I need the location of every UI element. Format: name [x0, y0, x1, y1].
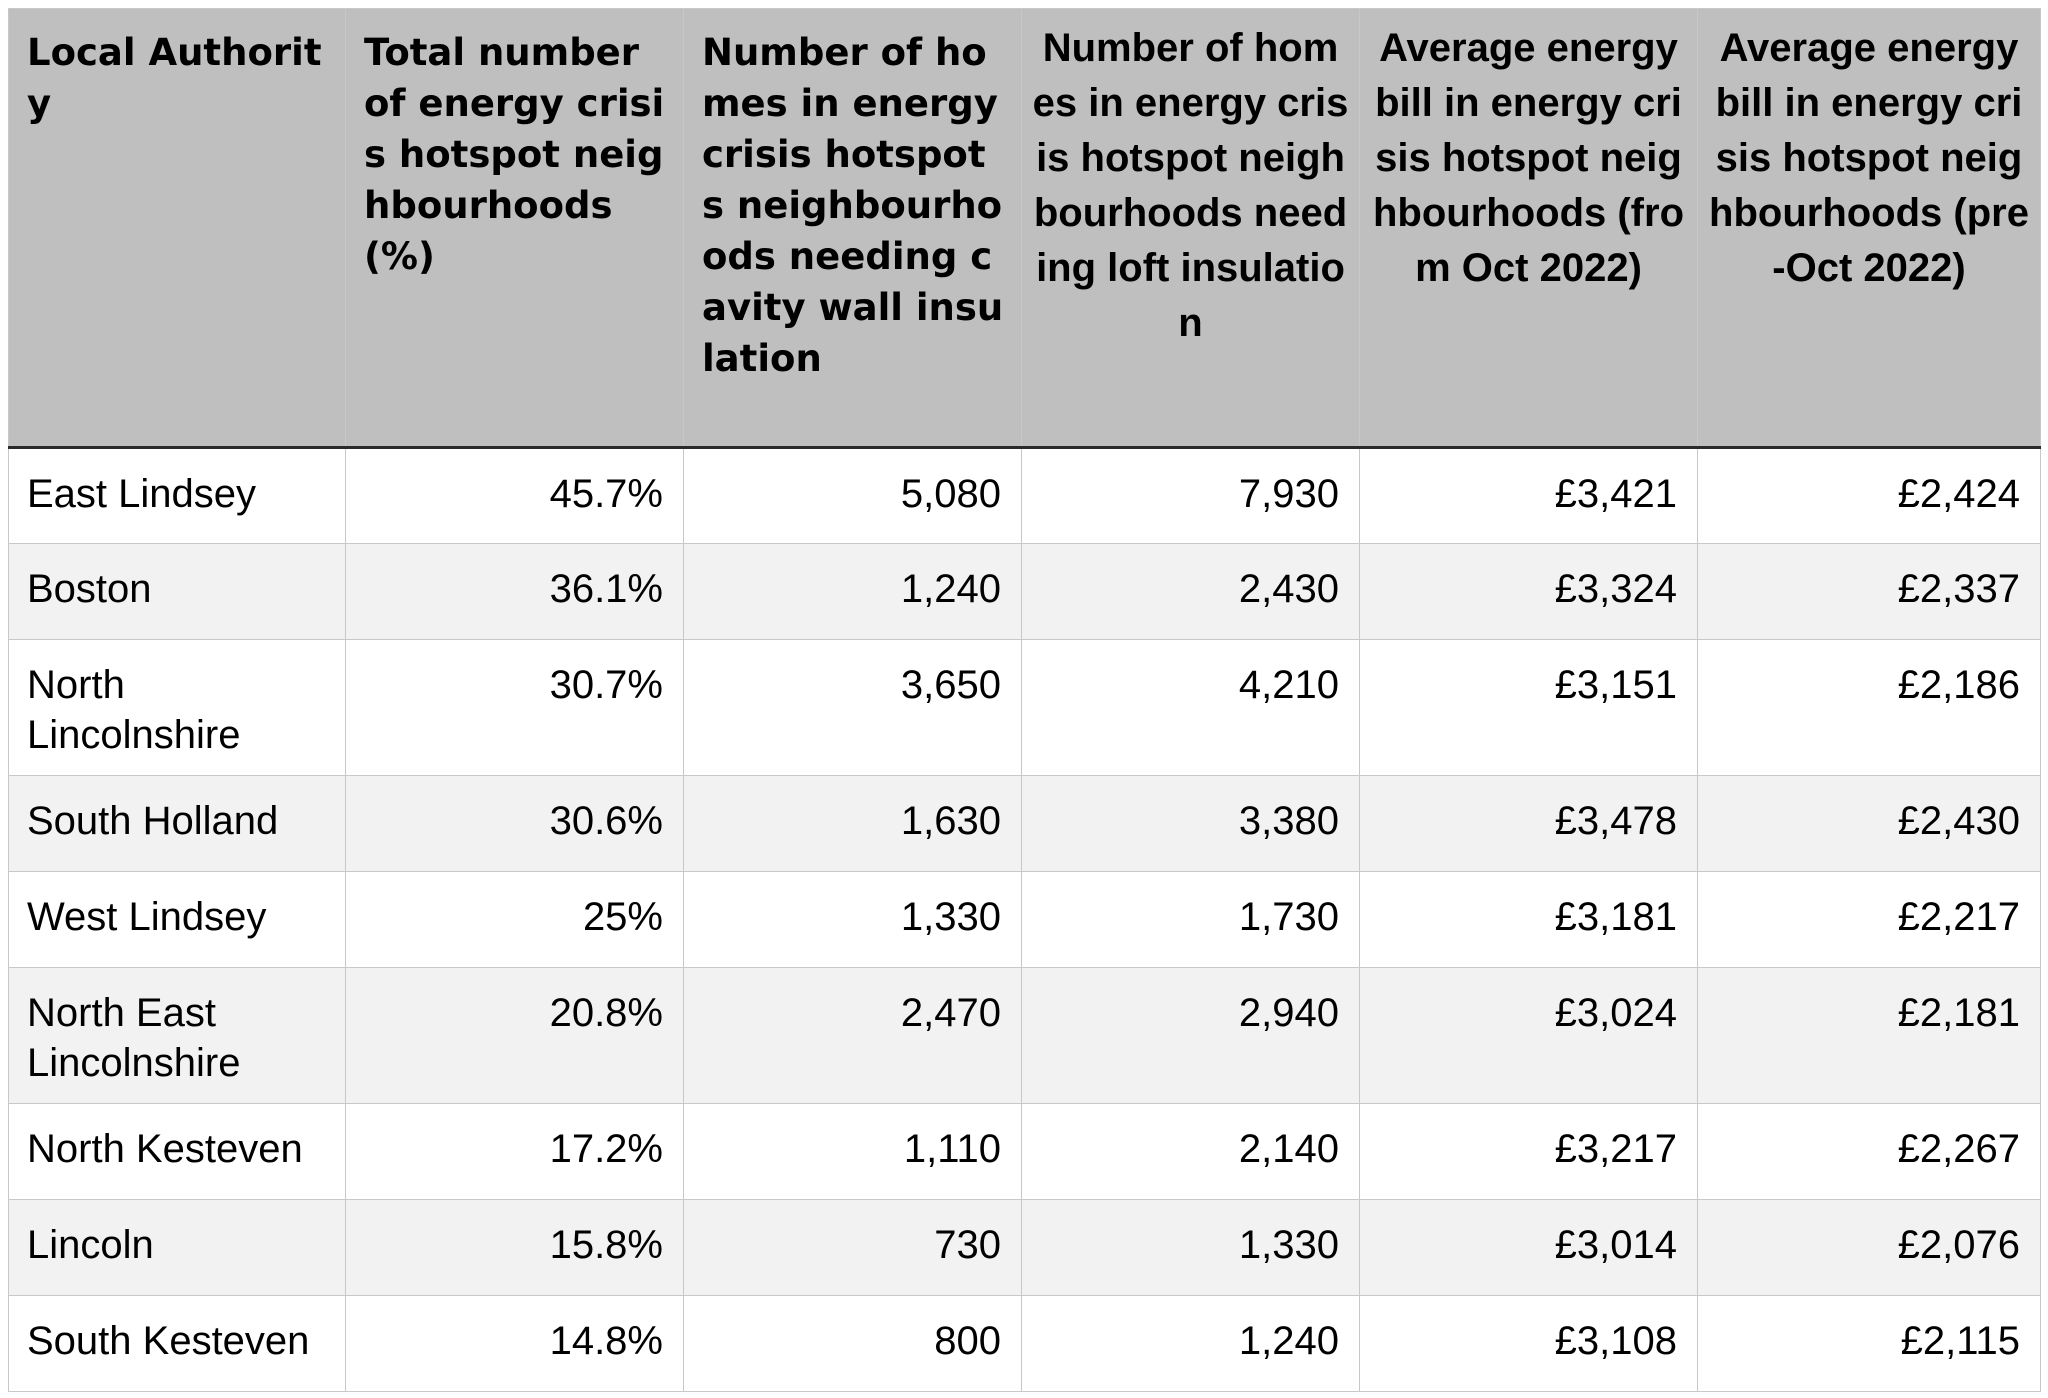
cell-authority: North Kesteven — [8, 1103, 346, 1200]
cell-bill-from-oct: £3,324 — [1359, 543, 1698, 640]
cell-hotspot-pct: 20.8% — [345, 967, 684, 1104]
cell-bill-from-oct: £3,014 — [1359, 1199, 1698, 1296]
cell-loft-homes: 1,240 — [1021, 1295, 1360, 1392]
cell-bill-from-oct: £3,217 — [1359, 1103, 1698, 1200]
cell-cavity-homes: 1,110 — [683, 1103, 1022, 1200]
table-row: North East Lincolnshire 20.8% 2,470 2,94… — [8, 967, 2041, 1104]
cell-hotspot-pct: 30.7% — [345, 639, 684, 776]
cell-cavity-homes: 3,650 — [683, 639, 1022, 776]
header-hotspot-percentage: Total number of energy crisis hotspot ne… — [345, 8, 684, 449]
cell-hotspot-pct: 30.6% — [345, 775, 684, 872]
cell-bill-from-oct: £3,151 — [1359, 639, 1698, 776]
cell-bill-from-oct: £3,024 — [1359, 967, 1698, 1104]
cell-cavity-homes: 2,470 — [683, 967, 1022, 1104]
cell-authority: South Kesteven — [8, 1295, 346, 1392]
cell-cavity-homes: 5,080 — [683, 447, 1022, 544]
cell-loft-homes: 1,730 — [1021, 871, 1360, 968]
cell-bill-from-oct: £3,108 — [1359, 1295, 1698, 1392]
cell-authority: East Lindsey — [8, 447, 346, 544]
cell-authority: Boston — [8, 543, 346, 640]
cell-loft-homes: 2,140 — [1021, 1103, 1360, 1200]
cell-bill-pre-oct: £2,267 — [1697, 1103, 2041, 1200]
cell-hotspot-pct: 45.7% — [345, 447, 684, 544]
cell-cavity-homes: 1,240 — [683, 543, 1022, 640]
header-cavity-wall-homes: Number of homes in energy crisis hotspot… — [683, 8, 1022, 449]
cell-loft-homes: 3,380 — [1021, 775, 1360, 872]
cell-loft-homes: 2,430 — [1021, 543, 1360, 640]
cell-bill-from-oct: £3,478 — [1359, 775, 1698, 872]
table-row: Boston 36.1% 1,240 2,430 £3,324 £2,337 — [8, 543, 2041, 640]
table-row: North Kesteven 17.2% 1,110 2,140 £3,217 … — [8, 1103, 2041, 1200]
cell-hotspot-pct: 36.1% — [345, 543, 684, 640]
cell-cavity-homes: 1,630 — [683, 775, 1022, 872]
cell-loft-homes: 7,930 — [1021, 447, 1360, 544]
energy-hotspot-table: Local Authority Total number of energy c… — [8, 8, 2041, 1392]
cell-bill-from-oct: £3,421 — [1359, 447, 1698, 544]
cell-cavity-homes: 1,330 — [683, 871, 1022, 968]
cell-bill-pre-oct: £2,186 — [1697, 639, 2041, 776]
table-row: South Kesteven 14.8% 800 1,240 £3,108 £2… — [8, 1295, 2041, 1392]
header-loft-insulation-homes: Number of homes in energy crisis hotspot… — [1021, 8, 1360, 449]
cell-loft-homes: 2,940 — [1021, 967, 1360, 1104]
cell-cavity-homes: 800 — [683, 1295, 1022, 1392]
header-bill-from-oct-2022: Average energy bill in energy crisis hot… — [1359, 8, 1698, 449]
cell-hotspot-pct: 17.2% — [345, 1103, 684, 1200]
header-local-authority: Local Authority — [8, 8, 346, 449]
table-row: East Lindsey 45.7% 5,080 7,930 £3,421 £2… — [8, 447, 2041, 544]
table-row: South Holland 30.6% 1,630 3,380 £3,478 £… — [8, 775, 2041, 872]
cell-bill-pre-oct: £2,115 — [1697, 1295, 2041, 1392]
table-row: Lincoln 15.8% 730 1,330 £3,014 £2,076 — [8, 1199, 2041, 1296]
table-row: West Lindsey 25% 1,330 1,730 £3,181 £2,2… — [8, 871, 2041, 968]
cell-authority: West Lindsey — [8, 871, 346, 968]
cell-authority: South Holland — [8, 775, 346, 872]
cell-bill-pre-oct: £2,424 — [1697, 447, 2041, 544]
table-body: East Lindsey 45.7% 5,080 7,930 £3,421 £2… — [8, 447, 2041, 1392]
cell-bill-pre-oct: £2,076 — [1697, 1199, 2041, 1296]
cell-bill-from-oct: £3,181 — [1359, 871, 1698, 968]
header-row: Local Authority Total number of energy c… — [8, 8, 2041, 449]
cell-loft-homes: 1,330 — [1021, 1199, 1360, 1296]
cell-authority: Lincoln — [8, 1199, 346, 1296]
table-header: Local Authority Total number of energy c… — [8, 8, 2041, 449]
cell-bill-pre-oct: £2,337 — [1697, 543, 2041, 640]
cell-authority: North Lincolnshire — [8, 639, 346, 776]
cell-hotspot-pct: 15.8% — [345, 1199, 684, 1296]
cell-cavity-homes: 730 — [683, 1199, 1022, 1296]
header-bill-pre-oct-2022: Average energy bill in energy crisis hot… — [1697, 8, 2041, 449]
table-row: North Lincolnshire 30.7% 3,650 4,210 £3,… — [8, 639, 2041, 776]
cell-bill-pre-oct: £2,217 — [1697, 871, 2041, 968]
cell-authority: North East Lincolnshire — [8, 967, 346, 1104]
cell-loft-homes: 4,210 — [1021, 639, 1360, 776]
cell-hotspot-pct: 14.8% — [345, 1295, 684, 1392]
cell-bill-pre-oct: £2,181 — [1697, 967, 2041, 1104]
cell-bill-pre-oct: £2,430 — [1697, 775, 2041, 872]
cell-hotspot-pct: 25% — [345, 871, 684, 968]
